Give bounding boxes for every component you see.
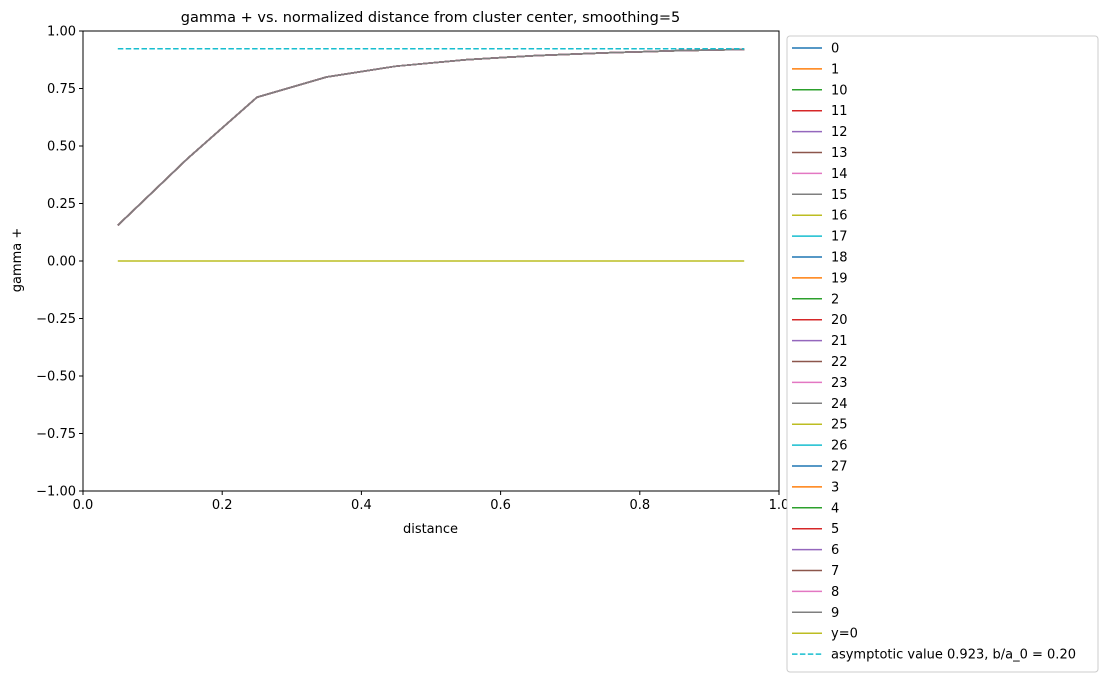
legend-label: 16 <box>831 209 848 224</box>
y-axis-label: gamma + <box>10 228 25 293</box>
legend-label: 21 <box>831 334 848 349</box>
legend-label: 1 <box>831 62 839 77</box>
x-tick-label: 0.6 <box>490 498 511 513</box>
legend-label: 11 <box>831 104 848 119</box>
y-tick-label: −0.50 <box>36 370 76 385</box>
chart-title: gamma + vs. normalized distance from clu… <box>181 10 680 26</box>
y-tick-label: −0.25 <box>36 312 76 327</box>
legend-label: 13 <box>831 146 848 161</box>
legend-frame <box>786 35 1099 673</box>
legend-label: 6 <box>831 543 839 558</box>
y-axis: 1.00 0.75 0.50 0.25 0.00 −0.25 −0.50 −0.75 −1.00 <box>36 25 83 500</box>
x-tick-label: 0.0 <box>73 498 94 513</box>
legend-label: 7 <box>831 564 839 579</box>
y-tick-label: 0.00 <box>47 255 76 270</box>
legend-label: 26 <box>831 439 848 454</box>
x-axis: 0.0 0.2 0.4 0.6 0.8 1.0 <box>73 491 790 513</box>
legend-label: 17 <box>831 230 848 245</box>
plot-area <box>82 30 780 492</box>
y-tick-label: 0.50 <box>47 140 76 155</box>
legend-label: 24 <box>831 397 848 412</box>
legend-label: 9 <box>831 606 839 621</box>
x-axis-label: distance <box>403 522 458 537</box>
y-tick-label: −0.75 <box>36 427 76 442</box>
legend-label: 23 <box>831 376 848 391</box>
legend-label: 27 <box>831 460 848 475</box>
legend-label: 0 <box>831 42 839 57</box>
legend-label: 25 <box>831 418 848 433</box>
legend-label: 4 <box>831 501 839 516</box>
legend-label: 2 <box>831 292 839 307</box>
legend-label: 10 <box>831 83 848 98</box>
legend-label: 12 <box>831 125 848 140</box>
legend-label: 8 <box>831 585 839 600</box>
x-tick-label: 0.8 <box>629 498 650 513</box>
legend-label: 18 <box>831 251 848 266</box>
legend-label: 3 <box>831 480 839 495</box>
legend-label: 20 <box>831 313 848 328</box>
legend-label: 19 <box>831 271 848 286</box>
legend: 0 1 10 11 12 13 14 15 16 17 18 19 2 20 21 22 23 24 25 26 27 3… <box>786 35 1099 673</box>
series-line-28 <box>117 48 745 226</box>
x-tick-label: 0.4 <box>351 498 372 513</box>
legend-label: 14 <box>831 167 848 182</box>
legend-label: y=0 <box>831 627 858 642</box>
x-tick-label: 1.0 <box>769 498 790 513</box>
y-tick-label: 0.25 <box>47 197 76 212</box>
y-tick-label: 1.00 <box>47 25 76 40</box>
legend-label: 15 <box>831 188 848 203</box>
x-tick-label: 0.2 <box>212 498 233 513</box>
legend-label: asymptotic value 0.923, b/a_0 = 0.20 <box>831 648 1076 663</box>
y-tick-label: 0.75 <box>47 82 76 97</box>
legend-label: 22 <box>831 355 848 370</box>
y-tick-label: −1.00 <box>36 485 76 500</box>
legend-label: 5 <box>831 522 839 537</box>
